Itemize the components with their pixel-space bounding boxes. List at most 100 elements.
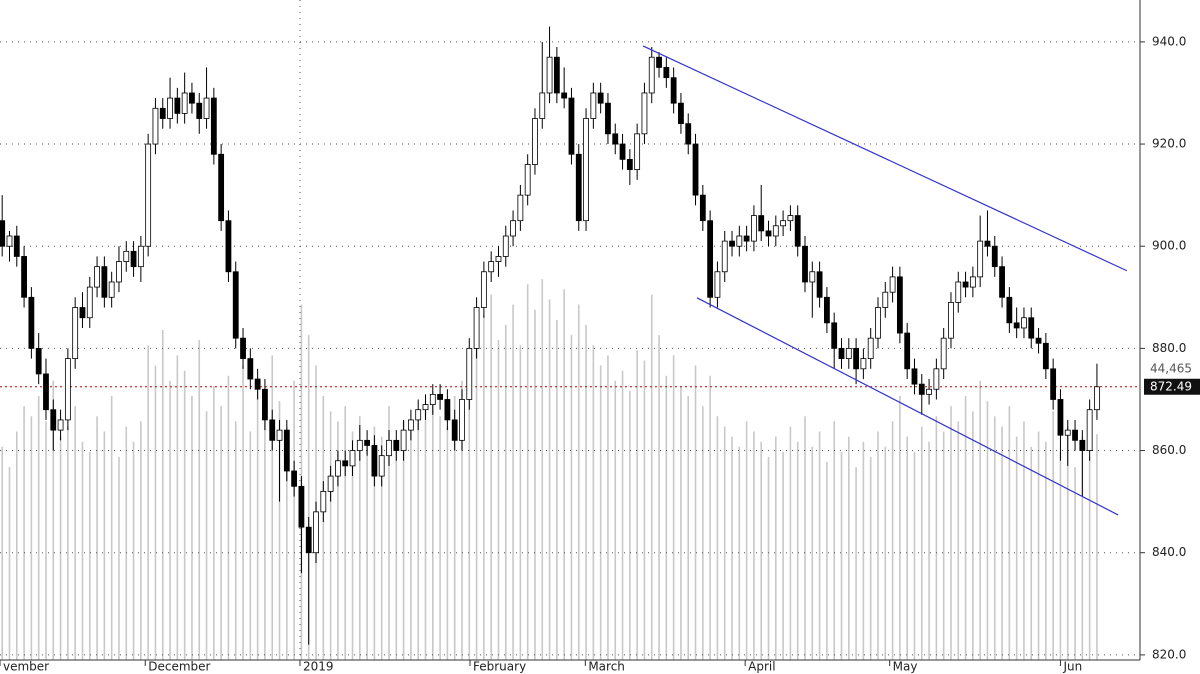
candle-body: [13, 235, 20, 257]
candle-body: [123, 250, 130, 262]
candle-body: [210, 97, 217, 155]
candle-body: [977, 240, 984, 278]
candle-body: [189, 92, 195, 104]
candle-body: [349, 450, 356, 467]
candle-body: [1064, 429, 1071, 436]
candle-body: [437, 393, 443, 400]
candle-body: [1050, 368, 1057, 400]
candle-body: [415, 409, 422, 421]
candle-body: [670, 77, 677, 104]
y-tick-label: 880.0: [1152, 341, 1186, 355]
candle-body: [641, 92, 648, 135]
y-tick-label: 900.0: [1152, 239, 1186, 253]
candle-body: [889, 276, 896, 293]
candle-body: [21, 256, 27, 298]
candle-body: [824, 296, 830, 324]
candle-body: [298, 485, 305, 528]
candle-body: [400, 429, 407, 451]
candle-body: [699, 194, 706, 222]
candle-body: [765, 230, 772, 237]
candle-body: [926, 388, 932, 395]
candle-body: [429, 393, 436, 405]
candle-body: [335, 460, 341, 477]
candle-body: [57, 419, 64, 431]
candle-body: [305, 526, 312, 554]
candle-body: [619, 143, 626, 160]
candle-body: [1013, 322, 1020, 329]
candle-body: [809, 271, 816, 283]
candle-body: [196, 102, 203, 119]
candle-body: [955, 281, 962, 303]
candle-body: [101, 266, 108, 298]
candle-body: [232, 271, 239, 339]
volume-label: 44,465: [1150, 361, 1192, 375]
candle-body: [583, 118, 589, 222]
candle-body: [561, 92, 568, 99]
candle-body: [751, 215, 757, 242]
candle-body: [116, 261, 122, 283]
candle-body: [86, 286, 93, 319]
candle-body: [0, 220, 6, 247]
candle-body: [553, 56, 560, 94]
candle-body: [1035, 337, 1042, 344]
candle-body: [918, 383, 925, 395]
candle-body: [933, 368, 940, 390]
candle-body: [663, 67, 670, 79]
candle-body: [626, 158, 633, 170]
candle-body: [283, 429, 290, 472]
candle-body: [605, 102, 611, 135]
x-tick-label: 2019: [303, 660, 334, 674]
candle-body: [247, 358, 254, 380]
candle-body: [167, 97, 173, 119]
trendline: [642, 45, 1128, 272]
candle-body: [969, 276, 976, 288]
last-price-box: [1144, 378, 1200, 395]
candle-body: [962, 281, 969, 288]
candle-body: [130, 250, 137, 268]
candle-body: [393, 439, 400, 451]
candle-body: [875, 307, 881, 339]
candle-body: [794, 215, 801, 247]
candle-body: [459, 399, 465, 441]
candle-body: [743, 235, 750, 242]
x-tick-label: April: [748, 660, 775, 674]
candle-body: [940, 337, 947, 370]
candle-body: [1028, 317, 1035, 339]
candle-body: [291, 470, 298, 487]
trendline: [696, 297, 1119, 516]
candle-body: [386, 439, 392, 457]
candle-body: [524, 164, 531, 196]
candle-body: [612, 133, 619, 145]
candle-body: [1094, 386, 1100, 411]
candle-body: [517, 194, 524, 222]
candle-body: [6, 235, 13, 247]
candle-body: [597, 92, 604, 104]
y-tick-label: 920.0: [1152, 137, 1186, 151]
candle-body: [1086, 409, 1093, 451]
candle-body: [364, 439, 371, 446]
candle-body: [422, 404, 429, 411]
candle-body: [991, 245, 998, 268]
candle-body: [539, 92, 546, 119]
candle-body: [50, 409, 57, 431]
candle-body: [853, 347, 859, 370]
candle-body: [685, 123, 692, 145]
candle-body: [948, 302, 954, 339]
candle-body: [1079, 439, 1086, 451]
candle-body: [882, 291, 889, 308]
candle-body: [634, 133, 641, 170]
candle-body: [904, 332, 911, 370]
candle-body: [79, 307, 86, 319]
candle-body: [816, 271, 823, 298]
candle-body: [254, 378, 261, 390]
candle-body: [896, 276, 903, 334]
y-tick-label: 840.0: [1152, 545, 1186, 559]
x-tick-label: March: [588, 660, 625, 674]
candle-body: [28, 296, 35, 349]
candle-body: [327, 475, 334, 492]
candle-body: [269, 419, 276, 441]
x-tick-label: May: [893, 660, 918, 674]
candle-body: [772, 225, 779, 237]
